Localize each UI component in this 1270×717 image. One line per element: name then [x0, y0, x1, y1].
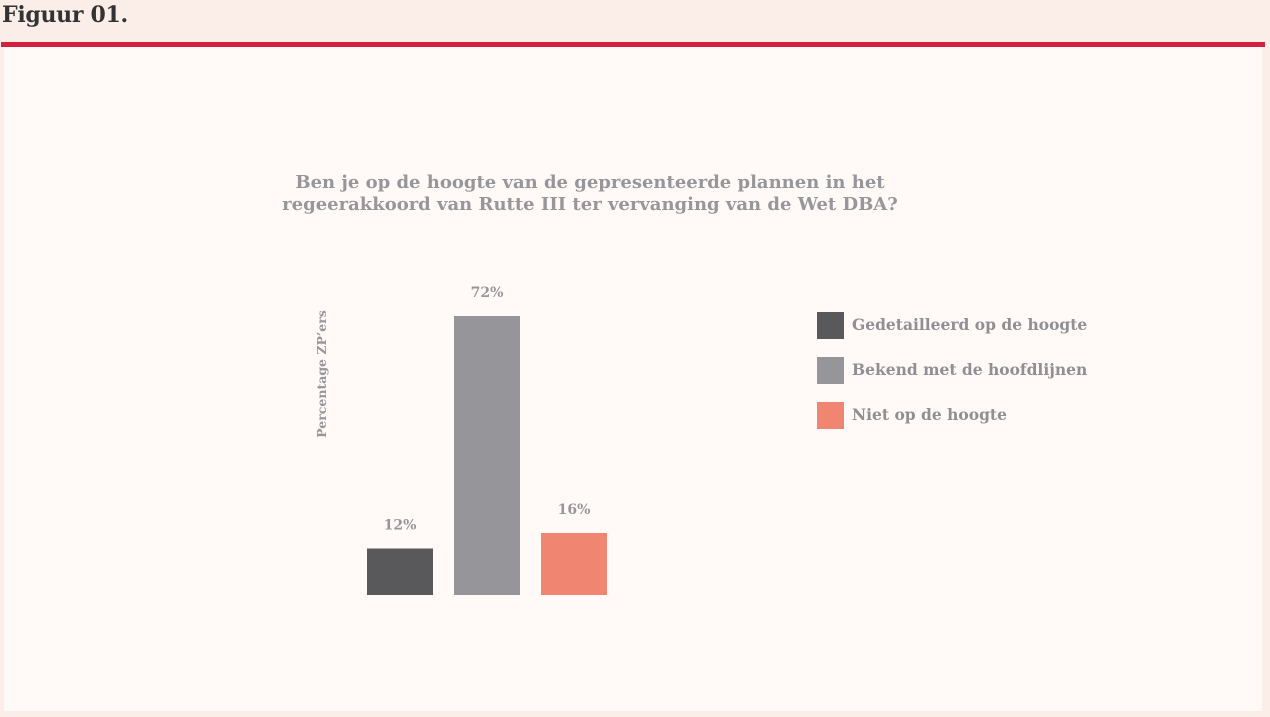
bars-group: 12% 72% 16% — [367, 285, 607, 595]
bar-3 — [541, 533, 607, 595]
bar-value-label-2: 72% — [471, 285, 504, 301]
accent-rule — [1, 42, 1265, 47]
chart-title: Ben je op de hoogte van de gepresenteerd… — [270, 172, 910, 216]
chart-title-line-1: Ben je op de hoogte van de gepresenteerd… — [295, 172, 885, 193]
legend-swatch-1 — [817, 312, 844, 339]
legend-swatch-3 — [817, 402, 844, 429]
bar-value-label-3: 16% — [558, 502, 591, 518]
bar-1 — [367, 548, 433, 595]
legend-label-3: Niet op de hoogte — [852, 405, 1007, 424]
legend-label-1: Gedetailleerd op de hoogte — [852, 315, 1088, 334]
figure-label: Figuur 01. — [2, 2, 128, 28]
y-axis-label: Percentage ZP’ers — [314, 310, 329, 438]
bar-2 — [454, 316, 520, 595]
legend-swatch-2 — [817, 357, 844, 384]
chart-title-line-2: regeerakkoord van Rutte III ter vervangi… — [282, 194, 898, 215]
bar-value-label-1: 12% — [384, 518, 417, 534]
legend-label-2: Bekend met de hoofdlijnen — [852, 360, 1088, 379]
chart-panel — [4, 47, 1262, 711]
figure-header: Figuur 01. — [0, 0, 1270, 42]
